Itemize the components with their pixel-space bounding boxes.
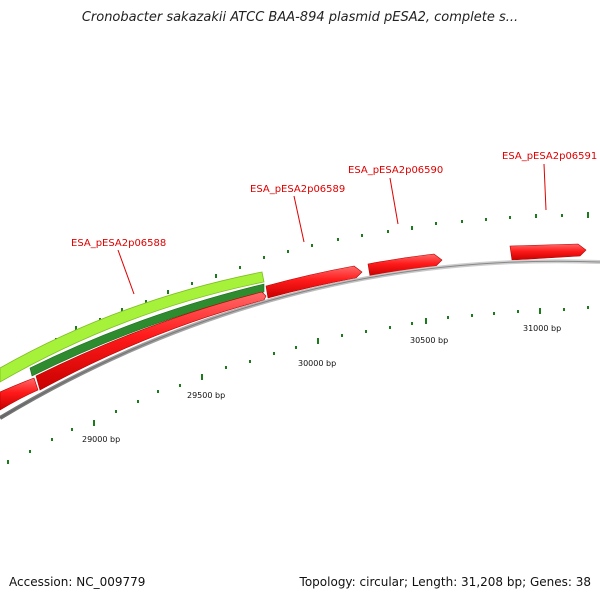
leader-line-06590: [389, 177, 399, 225]
gene-label-06588: ESA_pESA2p06588: [71, 238, 166, 249]
gene-label-06590: ESA_pESA2p06590: [348, 165, 443, 176]
gene-label-06589: ESA_pESA2p06589: [250, 184, 345, 195]
gene-label-06591: ESA_pESA2p06591: [502, 151, 597, 162]
accession-text: Accession: NC_009779: [9, 575, 146, 589]
feature-band-dark[interactable]: [29, 283, 265, 377]
bp-label-29500: 29500 bp: [187, 391, 225, 400]
leader-line-06588: [117, 249, 135, 295]
gene-label-leaders: [117, 163, 547, 295]
bp-label-31000: 31000 bp: [523, 324, 561, 333]
bp-label-30000: 30000 bp: [298, 359, 336, 368]
plasmid-backbone-edge: [0, 260, 600, 419]
feature-band-light[interactable]: [0, 271, 265, 383]
map-title: Cronobacter sakazakii ATCC BAA-894 plasm…: [81, 10, 519, 25]
topology-summary: Topology: circular; Length: 31,208 bp; G…: [299, 575, 591, 589]
outer-tick-ring: [0, 212, 589, 377]
bp-label-30500: 30500 bp: [410, 336, 448, 345]
inner-tick-ring: [7, 306, 589, 464]
leader-line-06589: [293, 195, 305, 243]
bp-label-29000: 29000 bp: [82, 435, 120, 444]
gene-arrow-esa-pesa2p06589[interactable]: [265, 265, 363, 299]
gene-arrow-esa-pesa2p06591[interactable]: [509, 243, 587, 261]
gene-arrow-left-edge[interactable]: [0, 377, 39, 411]
gene-arrow-esa-pesa2p06588[interactable]: [35, 291, 267, 391]
leader-line-06591: [543, 163, 547, 211]
